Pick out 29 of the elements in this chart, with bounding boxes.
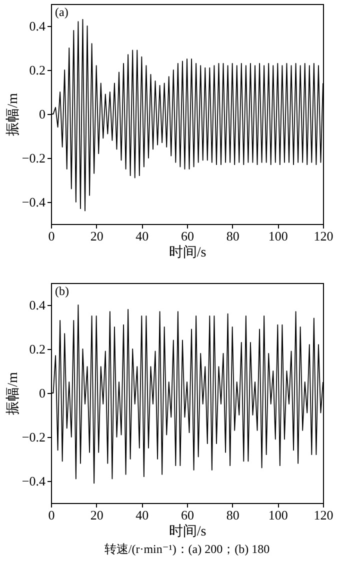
x-tick-label: 100	[268, 228, 288, 244]
annotation: (a)	[55, 5, 68, 19]
y-tick-label: 0	[39, 386, 46, 400]
y-tick-label: 0	[39, 106, 46, 122]
x-tick-label: 20	[90, 508, 104, 522]
y-tick-label: −0.4	[22, 194, 46, 210]
x-axis-title: 时间/s	[168, 244, 206, 260]
x-axis-title: 时间/s	[168, 524, 206, 540]
y-tick-label: 0.2	[29, 62, 46, 78]
x-tick-label: 80	[226, 508, 240, 522]
x-tick-label: 60	[181, 508, 194, 522]
text: 转速/(r·min⁻¹)：(a) 200；(b) 180	[104, 542, 270, 556]
x-tick-label: 120	[314, 508, 334, 522]
y-tick-label: 0.2	[29, 342, 46, 356]
annotation: (b)	[55, 284, 69, 298]
y-tick-label: −0.2	[22, 150, 46, 166]
y-tick-label: 0.4	[29, 298, 46, 312]
x-tick-label: 20	[90, 228, 104, 244]
x-tick-label: 60	[181, 228, 194, 244]
x-tick-label: 40	[136, 508, 149, 522]
y-tick-label: −0.4	[22, 474, 46, 488]
y-axis-title: 振幅/m	[4, 372, 21, 415]
x-tick-label: 80	[226, 228, 240, 244]
y-tick-label: 0.4	[29, 18, 46, 34]
x-tick-label: 120	[314, 228, 334, 244]
x-tick-label: 40	[136, 228, 149, 244]
y-axis-title: 振幅/m	[4, 93, 21, 136]
x-tick-label: 100	[268, 508, 288, 522]
y-tick-label: −0.2	[22, 430, 46, 444]
